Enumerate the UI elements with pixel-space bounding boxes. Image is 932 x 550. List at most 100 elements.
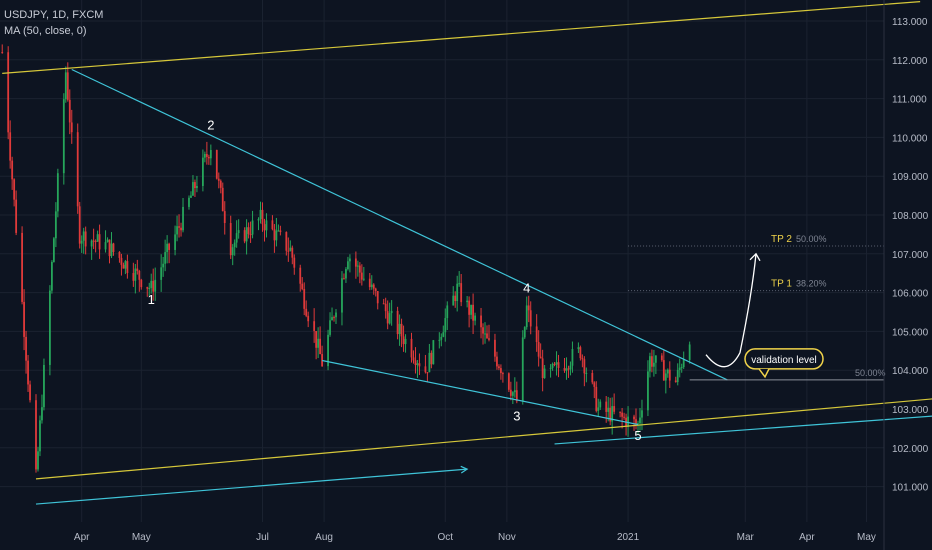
candle-body [537,342,540,357]
candle-body [124,261,127,269]
candle-body [509,389,512,396]
level-pct: 50.00% [855,368,886,378]
candle-body [571,349,574,366]
candle-body [664,373,667,381]
candle-body [154,279,157,292]
candle-body [654,355,657,363]
candle-body [563,367,566,371]
candle-body [7,52,10,133]
x-tick-label: May [857,532,876,543]
candle-body [501,373,504,375]
candle-body [50,261,53,291]
candle-body [138,270,141,280]
candle-body [567,368,570,370]
candle-body [585,372,588,374]
candle-body [633,416,635,420]
candle-body [126,261,129,274]
y-tick-label: 112.000 [892,56,928,67]
candle-body [480,315,482,328]
candle-body [595,386,598,411]
y-tick-label: 105.000 [892,327,929,338]
candle-body [190,195,192,198]
candle-body [229,223,232,256]
indicator-legend[interactable]: MA (50, close, 0) [4,25,87,37]
candle-body [176,226,178,235]
x-tick-label: Apr [799,532,815,543]
candle-body [605,401,608,412]
candle-body [523,327,526,338]
candle-body [627,416,629,427]
x-tick-label: Aug [315,532,333,543]
candle-body [319,338,322,355]
projection-arrow [705,253,757,368]
candle-body [428,352,431,373]
x-axis[interactable]: Apr May Jul Aug Oct Nov 2021 Mar Apr May [74,532,876,543]
candle-body [321,354,323,367]
y-tick-label: 101.000 [892,483,929,494]
candle-body [474,315,476,321]
candle-body [249,234,252,236]
candle-body [62,99,65,174]
candle-body [593,382,596,387]
candle-body [418,363,421,367]
candle-body [162,263,165,268]
lower-left-arrow [35,468,468,505]
candle-body [358,265,361,273]
candle-body [235,233,238,243]
candle-body [591,372,594,383]
candle-body [682,359,685,368]
candle-body [25,336,27,361]
x-tick-label: May [132,532,151,543]
wave-label: 3 [513,409,520,424]
candle-body [674,380,677,383]
y-tick-label: 107.000 [892,250,929,261]
level-label: TP 2 [771,234,792,245]
lower-left-arrow-head [460,465,469,474]
candle-body [549,367,552,369]
candle-body [553,363,556,365]
wedge-upper-line [71,68,728,381]
candle-body [579,347,582,359]
candle-body [458,283,461,285]
candle-body [80,240,83,244]
candle-body [662,360,665,381]
candle-body [98,234,101,250]
candle-body [49,290,51,365]
y-tick-label: 106.000 [892,289,929,300]
candle-body [54,211,57,239]
y-tick-label: 113.000 [892,17,928,28]
candle-body [466,300,469,303]
candle-body [486,333,488,339]
candle-body [440,336,443,340]
candle-body [543,368,546,379]
candle-body [251,220,254,235]
candle-body [9,132,12,161]
candle-body [430,352,433,365]
y-axis[interactable]: 101.000 102.000 103.000 104.000 105.000 106.0… [883,0,929,550]
candle-body [11,160,14,180]
candle-body [484,333,486,335]
candle-body [649,356,651,372]
candle-body [160,267,163,280]
candle-body [388,313,391,324]
candle-body [577,347,580,350]
candle-body [265,220,268,231]
candle-body [21,232,23,302]
candle-body [196,185,198,189]
validation-callout-text: validation level [751,355,817,366]
candle-body [329,320,331,335]
candle-body [120,257,123,265]
candle-body [207,156,210,159]
candle-body [317,338,320,348]
candle-body [313,321,316,332]
candle-body [416,363,419,366]
y-tick-label: 108.000 [892,211,929,222]
candle-body [78,206,81,244]
candle-body [454,295,457,301]
candle-body [597,407,600,411]
candle-body [201,157,204,186]
candle-body [498,366,500,369]
x-tick-label: Nov [498,532,516,543]
candle-body [555,362,558,365]
